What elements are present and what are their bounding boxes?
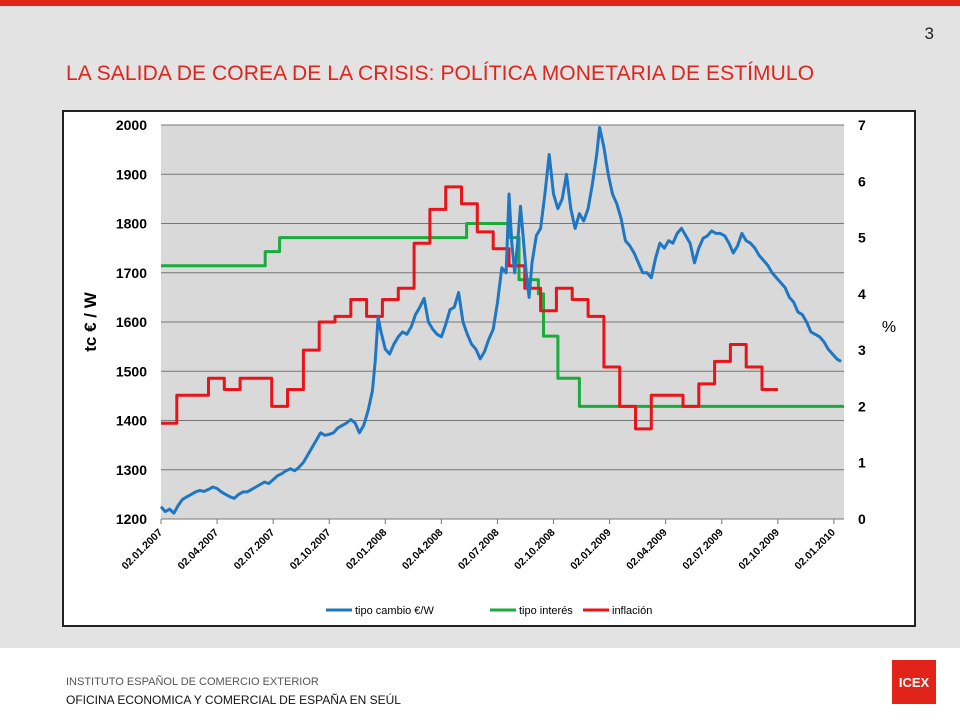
page-title: LA SALIDA DE COREA DE LA CRISIS: POLÍTIC…	[66, 62, 815, 85]
y2-tick-label: 7	[858, 117, 866, 133]
x-tick-label: 02.04.2008	[400, 527, 446, 573]
legend-label: inflación	[612, 605, 652, 617]
x-tick-label: 02.01.2010	[792, 527, 838, 573]
x-tick-label: 02.01.2008	[344, 527, 390, 573]
y-tick-label: 1400	[116, 413, 147, 429]
slide-number: 3	[924, 24, 934, 43]
y-tick-label: 1300	[116, 462, 147, 478]
x-tick-label: 02.04.2007	[176, 527, 222, 573]
y-tick-label: 1500	[116, 363, 147, 379]
gridlines	[160, 124, 844, 524]
right-axis-ticks: 0 1 2 3 4 5 6 7	[858, 117, 866, 527]
series-interest-rate	[161, 222, 844, 408]
y2-tick-label: 6	[858, 173, 866, 189]
x-tick-label: 02.01.2007	[119, 527, 165, 573]
y2-tick-label: 5	[858, 230, 866, 246]
y-tick-label: 1200	[116, 511, 147, 527]
top-accent-bar	[0, 0, 960, 6]
x-tick-label: 02.04.2009	[624, 527, 670, 573]
series-exchange-rate	[159, 126, 842, 515]
x-tick-label: 02.07.2008	[456, 527, 502, 573]
footer-office: OFICINA ECONOMICA Y COMERCIAL DE ESPAÑA …	[66, 693, 401, 707]
y2-axis-label: %	[882, 319, 896, 336]
legend-label: tipo interés	[519, 605, 573, 617]
x-tick-label: 02.07.2007	[232, 527, 278, 573]
left-axis-ticks: 1200 1300 1400 1500 1600 1700 1800 1900 2000	[116, 117, 147, 527]
x-tick-label: 02.10.2007	[288, 527, 334, 573]
series-layer	[159, 126, 844, 515]
icex-logo: ICEX	[892, 660, 936, 704]
x-axis-ticks: 02.01.2007 02.04.2007 02.07.2007 02.10.2007…	[119, 527, 838, 573]
legend: tipo cambio €/W tipo interés inflación	[326, 605, 652, 617]
x-tick-label: 02.10.2008	[512, 527, 558, 573]
footer-institute: INSTITUTO ESPAÑOL DE COMERCIO EXTERIOR	[66, 676, 319, 688]
x-tick-label: 02.01.2009	[568, 527, 614, 573]
y-axis-label: tc € / W	[81, 291, 100, 351]
x-tick-label: 02.10.2009	[736, 527, 782, 573]
y2-tick-label: 0	[858, 511, 866, 527]
y2-tick-label: 2	[858, 398, 866, 414]
y2-tick-label: 4	[858, 286, 866, 302]
y-tick-label: 1700	[116, 265, 147, 281]
y-tick-label: 1600	[116, 314, 147, 330]
legend-label: tipo cambio €/W	[355, 605, 434, 617]
y-tick-label: 1800	[116, 216, 147, 232]
y2-tick-label: 1	[858, 455, 866, 471]
series-inflation	[161, 185, 778, 431]
y-tick-label: 1900	[116, 166, 147, 182]
y2-tick-label: 3	[858, 342, 866, 358]
y-tick-label: 2000	[116, 117, 147, 133]
footer: INSTITUTO ESPAÑOL DE COMERCIO EXTERIOR O…	[0, 648, 960, 720]
x-tick-label: 02.07.2009	[680, 527, 726, 573]
